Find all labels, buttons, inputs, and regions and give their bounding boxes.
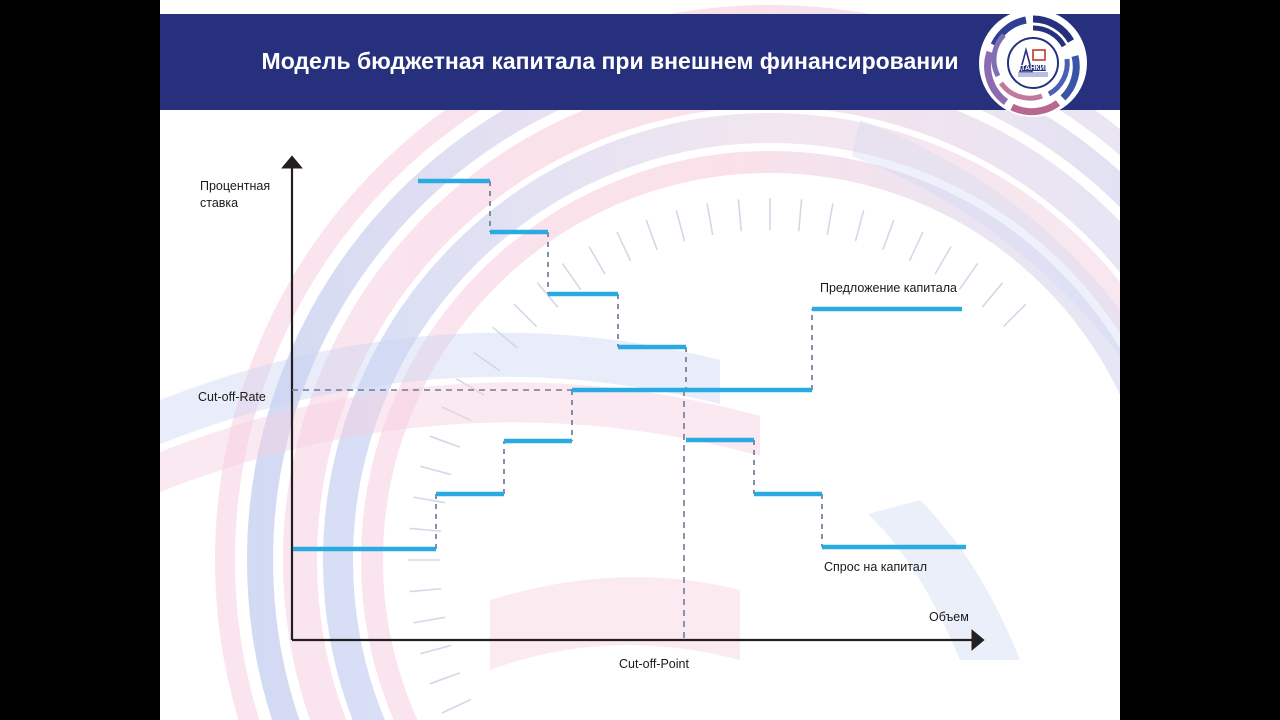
logo-svg: СТАНКИН <box>979 9 1087 117</box>
cut-off-guides <box>292 389 685 640</box>
chart-svg <box>281 155 985 651</box>
cut-off-rate-label: Cut-off-Rate <box>198 390 266 404</box>
y-axis-label-line1: Процентная <box>200 179 271 193</box>
x-axis-label: Объем <box>929 610 969 624</box>
logo-text: СТАНКИН <box>1016 63 1050 72</box>
demand-curve <box>293 437 966 552</box>
supply-series-label: Предложение капитала <box>820 281 958 295</box>
demand-series-label: Спрос на капитал <box>824 560 928 574</box>
y-axis-label: Процентная ставка <box>200 178 296 212</box>
page-title: Модель бюджетная капитала при внешнем фи… <box>261 48 959 75</box>
capital-budget-chart: Процентная ставка Cut-off-Rate Cut-off-P… <box>160 110 1120 720</box>
y-axis-label-line2: ставка <box>200 195 239 210</box>
letterbox-left <box>0 0 160 720</box>
letterbox-right <box>1120 0 1280 720</box>
slide-canvas: Модель бюджетная капитала при внешнем фи… <box>160 0 1120 720</box>
stankin-logo: СТАНКИН <box>978 8 1088 118</box>
cut-off-point-label: Cut-off-Point <box>619 657 689 671</box>
